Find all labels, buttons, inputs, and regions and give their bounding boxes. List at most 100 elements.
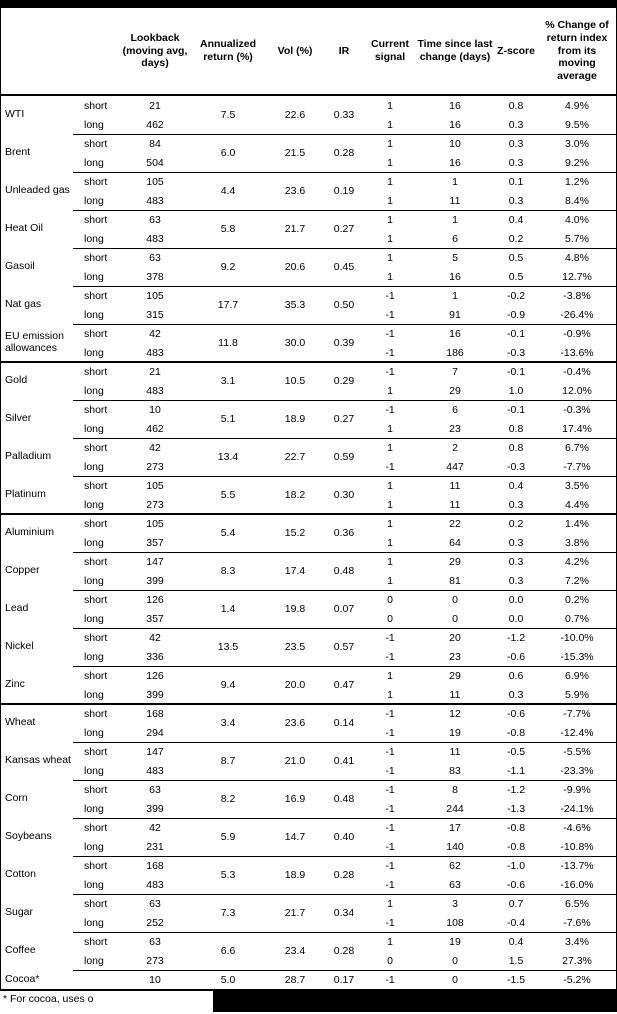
annualized-return-value: 11.8 <box>218 337 238 349</box>
current-signal-value: 1 <box>387 669 393 682</box>
days-since-change-value: 3 <box>452 897 458 910</box>
current-signal-value: -1 <box>385 973 395 986</box>
lookback-value: 105 <box>146 517 164 530</box>
commodity-group: Copper 8.3 17.4 0.48 short 147 1 29 0.3 4.2% long 3… <box>1 552 616 590</box>
days-since-change-value: 19 <box>449 935 461 948</box>
zscore-value: 0.0 <box>508 612 524 625</box>
current-signal-value: 0 <box>387 612 393 625</box>
ir-value: 0.33 <box>333 109 355 121</box>
ir-value: 0.14 <box>333 717 355 729</box>
commodity-name: Brent <box>5 146 31 159</box>
current-signal-value: 1 <box>387 194 393 207</box>
days-since-change-value: 29 <box>449 669 461 682</box>
position-label: short <box>84 707 108 720</box>
position-label: short <box>84 403 108 416</box>
zscore-value: 0.4 <box>508 935 524 948</box>
commodity-name: Copper <box>5 564 40 577</box>
commodity-name: Nickel <box>5 640 34 653</box>
pct-change-value: -23.3% <box>560 764 594 777</box>
zscore-value: 0.8 <box>508 441 524 454</box>
days-since-change-value: 16 <box>449 327 461 340</box>
pct-change-value: -5.5% <box>563 745 591 758</box>
days-since-change-value: 8 <box>452 783 458 796</box>
lookback-value: 462 <box>146 422 164 435</box>
zscore-value: 0.3 <box>508 555 524 568</box>
ir-value: 0.50 <box>333 299 355 311</box>
commodity-name: Nat gas <box>5 298 42 311</box>
ir-value: 0.48 <box>333 793 355 805</box>
lookback-value: 483 <box>146 346 164 359</box>
commodity-name: Wheat <box>5 716 36 729</box>
days-since-change-value: 1 <box>452 289 458 302</box>
zscore-value: -0.1 <box>506 403 526 416</box>
col-header-current-signal: Current signal <box>371 38 409 63</box>
lookback-value: 63 <box>149 897 161 910</box>
vol-value: 35.3 <box>284 299 306 311</box>
ir-value: 0.19 <box>333 185 355 197</box>
commodity-name: Gold <box>5 374 28 387</box>
pct-change-value: 9.5% <box>565 118 589 131</box>
vol-value: 22.6 <box>284 109 306 121</box>
days-since-change-value: 16 <box>449 270 461 283</box>
days-since-change-value: 6 <box>452 232 458 245</box>
annualized-return-value: 5.4 <box>220 527 236 539</box>
commodity-name: Unleaded gas <box>5 184 70 197</box>
current-signal-value: 1 <box>387 213 393 226</box>
pct-change-value: 3.4% <box>565 935 589 948</box>
zscore-value: 0.3 <box>508 194 524 207</box>
ir-value: 0.57 <box>333 641 355 653</box>
zscore-value: 0.8 <box>508 99 524 112</box>
vol-value: 21.5 <box>284 147 306 159</box>
commodity-group: Nat gas 17.7 35.3 0.50 short 105 -1 1 -0.2 -3.8% l… <box>1 286 616 324</box>
annualized-return-value: 5.1 <box>220 413 236 425</box>
lookback-value: 126 <box>146 593 164 606</box>
current-signal-value: 1 <box>387 555 393 568</box>
zscore-value: 0.5 <box>508 251 524 264</box>
days-since-change-value: 11 <box>449 498 461 511</box>
position-label: short <box>84 175 108 188</box>
days-since-change-value: 91 <box>449 308 461 321</box>
zscore-value: -0.8 <box>506 821 526 834</box>
pct-change-value: 6.9% <box>565 669 589 682</box>
annualized-return-value: 8.7 <box>220 755 236 767</box>
current-signal-value: -1 <box>385 289 395 302</box>
pct-change-value: -7.7% <box>563 460 591 473</box>
lookback-value: 294 <box>146 726 164 739</box>
pct-change-value: -5.2% <box>563 973 591 986</box>
commodity-name: Gasoil <box>5 260 35 273</box>
position-label: long <box>84 232 104 245</box>
lookback-value: 63 <box>149 935 161 948</box>
current-signal-value: 1 <box>387 118 393 131</box>
current-signal-value: -1 <box>385 460 395 473</box>
pct-change-value: -0.3% <box>563 403 591 416</box>
current-signal-value: 1 <box>387 422 393 435</box>
ir-value: 0.27 <box>333 223 355 235</box>
lookback-value: 147 <box>146 555 164 568</box>
position-label: long <box>84 840 104 853</box>
current-signal-value: 1 <box>387 517 393 530</box>
current-signal-value: -1 <box>385 308 395 321</box>
lookback-value: 42 <box>149 441 161 454</box>
commodity-group: Soybeans 5.9 14.7 0.40 short 42 -1 17 -0.8 -4.6% l… <box>1 818 616 856</box>
table-top-border <box>0 0 617 8</box>
current-signal-value: 1 <box>387 688 393 701</box>
days-since-change-value: 186 <box>446 346 464 359</box>
commodity-name: Corn <box>5 792 28 805</box>
current-signal-value: 1 <box>387 498 393 511</box>
zscore-value: 0.0 <box>508 593 524 606</box>
current-signal-value: -1 <box>385 403 395 416</box>
commodity-group: Nickel 13.5 23.5 0.57 short 42 -1 20 -1.2 -10.0% l… <box>1 628 616 666</box>
days-since-change-value: 0 <box>452 954 458 967</box>
current-signal-value: -1 <box>385 764 395 777</box>
vol-value: 23.6 <box>284 185 306 197</box>
zscore-value: 0.5 <box>508 270 524 283</box>
days-since-change-value: 81 <box>449 574 461 587</box>
days-since-change-value: 23 <box>449 422 461 435</box>
ir-value: 0.17 <box>333 973 355 986</box>
redaction-box <box>213 991 617 1012</box>
position-label: long <box>84 878 104 891</box>
lookback-value: 63 <box>149 213 161 226</box>
lookback-value: 336 <box>146 650 164 663</box>
position-label: short <box>84 441 108 454</box>
table-header: Lookback (moving avg, days) Annualized r… <box>1 8 616 94</box>
